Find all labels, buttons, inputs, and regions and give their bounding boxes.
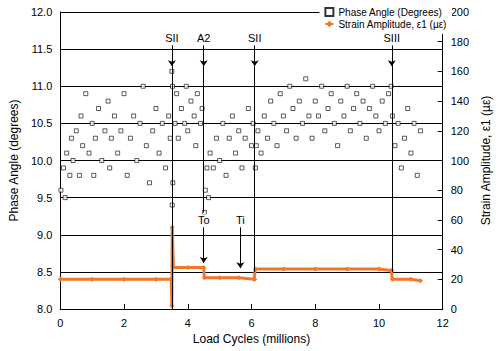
svg-text:8.5: 8.5 — [37, 266, 52, 278]
svg-text:9.0: 9.0 — [37, 229, 52, 241]
svg-text:Ti: Ti — [236, 214, 245, 226]
svg-text:12.0: 12.0 — [31, 6, 52, 18]
svg-text:11.5: 11.5 — [32, 43, 53, 55]
svg-text:160: 160 — [451, 65, 469, 77]
svg-text:10: 10 — [373, 317, 385, 329]
svg-text:0: 0 — [451, 303, 457, 315]
svg-text:180: 180 — [451, 36, 469, 48]
svg-text:Phase Angle (Degrees): Phase Angle (Degrees) — [338, 7, 441, 18]
svg-text:200: 200 — [451, 6, 469, 18]
svg-text:To: To — [198, 214, 210, 226]
svg-text:11.0: 11.0 — [32, 80, 53, 92]
svg-text:140: 140 — [451, 95, 469, 107]
svg-text:2: 2 — [121, 317, 127, 329]
svg-text:Strain Amplitude, ε1 (µε): Strain Amplitude, ε1 (µε) — [479, 96, 493, 226]
svg-text:80: 80 — [451, 184, 463, 196]
svg-text:0: 0 — [57, 317, 63, 329]
svg-text:10.0: 10.0 — [31, 155, 52, 167]
svg-text:Load Cycles (millions): Load Cycles (millions) — [193, 332, 310, 346]
svg-text:6: 6 — [248, 317, 254, 329]
svg-text:9.5: 9.5 — [37, 192, 52, 204]
svg-text:120: 120 — [451, 125, 469, 137]
svg-text:Strain Amplitude, ε1 (µε): Strain Amplitude, ε1 (µε) — [338, 19, 446, 30]
svg-text:60: 60 — [451, 214, 463, 226]
svg-text:4: 4 — [185, 317, 191, 329]
svg-text:8.0: 8.0 — [37, 303, 52, 315]
svg-text:SII: SII — [248, 32, 261, 44]
svg-text:40: 40 — [451, 244, 463, 256]
svg-text:SIII: SIII — [383, 32, 400, 44]
svg-text:10.5: 10.5 — [31, 117, 52, 129]
svg-text:Phase Angle (degrees): Phase Angle (degrees) — [7, 99, 21, 221]
svg-text:A2: A2 — [197, 32, 210, 44]
svg-text:8: 8 — [312, 317, 318, 329]
svg-text:20: 20 — [451, 273, 463, 285]
svg-text:12: 12 — [437, 317, 449, 329]
svg-text:100: 100 — [451, 155, 469, 167]
svg-text:SII: SII — [165, 32, 178, 44]
